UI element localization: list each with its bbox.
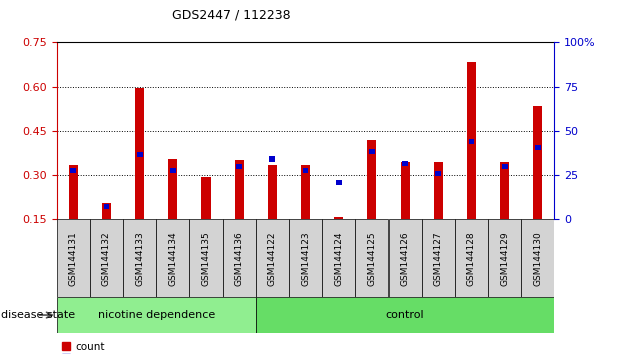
Bar	[170, 168, 176, 173]
Text: GSM144123: GSM144123	[301, 231, 310, 286]
Text: GSM144134: GSM144134	[168, 231, 177, 286]
Bar	[190, 219, 222, 297]
Bar	[69, 165, 78, 219]
Bar	[90, 219, 123, 297]
Text: nicotine dependence: nicotine dependence	[98, 310, 215, 320]
Text: disease state: disease state	[1, 310, 75, 320]
Bar	[367, 140, 377, 219]
Bar	[521, 219, 554, 297]
Bar	[421, 219, 455, 297]
Bar	[402, 161, 408, 166]
Bar	[389, 219, 421, 297]
Bar	[301, 165, 310, 219]
Bar	[433, 162, 443, 219]
Text: GSM144128: GSM144128	[467, 231, 476, 286]
Bar	[57, 297, 256, 333]
Bar	[500, 162, 509, 219]
Bar	[137, 152, 142, 157]
Bar	[336, 180, 341, 185]
Bar	[236, 164, 242, 169]
Text: GSM144130: GSM144130	[534, 231, 542, 286]
Bar	[289, 219, 322, 297]
Bar	[156, 219, 190, 297]
Text: GSM144126: GSM144126	[401, 231, 410, 286]
Text: GSM144125: GSM144125	[367, 231, 376, 286]
Bar	[103, 204, 110, 209]
Bar	[401, 162, 410, 219]
Text: GSM144127: GSM144127	[434, 231, 443, 286]
Bar	[256, 297, 554, 333]
Text: GSM144124: GSM144124	[335, 231, 343, 286]
Text: GDS2447 / 112238: GDS2447 / 112238	[171, 8, 290, 21]
Bar	[467, 62, 476, 219]
Bar	[501, 164, 508, 169]
Legend: count, percentile rank within the sample: count, percentile rank within the sample	[62, 342, 251, 354]
Bar	[334, 217, 343, 219]
Bar	[222, 219, 256, 297]
Text: GSM144129: GSM144129	[500, 231, 509, 286]
Text: GSM144135: GSM144135	[202, 231, 210, 286]
Text: GSM144136: GSM144136	[235, 231, 244, 286]
Bar	[455, 219, 488, 297]
Text: GSM144122: GSM144122	[268, 231, 277, 286]
Bar	[102, 203, 111, 219]
Bar	[268, 165, 277, 219]
Bar	[71, 168, 76, 173]
Text: GSM144132: GSM144132	[102, 231, 111, 286]
Bar	[369, 149, 375, 154]
Text: GSM144131: GSM144131	[69, 231, 77, 286]
Bar	[533, 106, 542, 219]
Bar	[488, 219, 521, 297]
Text: control: control	[386, 310, 425, 320]
Bar	[302, 168, 309, 173]
Bar	[355, 219, 389, 297]
Bar	[270, 156, 275, 162]
Bar	[234, 160, 244, 219]
Bar	[57, 219, 90, 297]
Bar	[469, 139, 474, 144]
Text: GSM144133: GSM144133	[135, 231, 144, 286]
Bar	[168, 159, 178, 219]
Bar	[135, 88, 144, 219]
Bar	[435, 171, 441, 176]
Bar	[256, 219, 289, 297]
Bar	[535, 144, 541, 150]
Bar	[322, 219, 355, 297]
Bar	[123, 219, 156, 297]
Bar	[202, 177, 210, 219]
